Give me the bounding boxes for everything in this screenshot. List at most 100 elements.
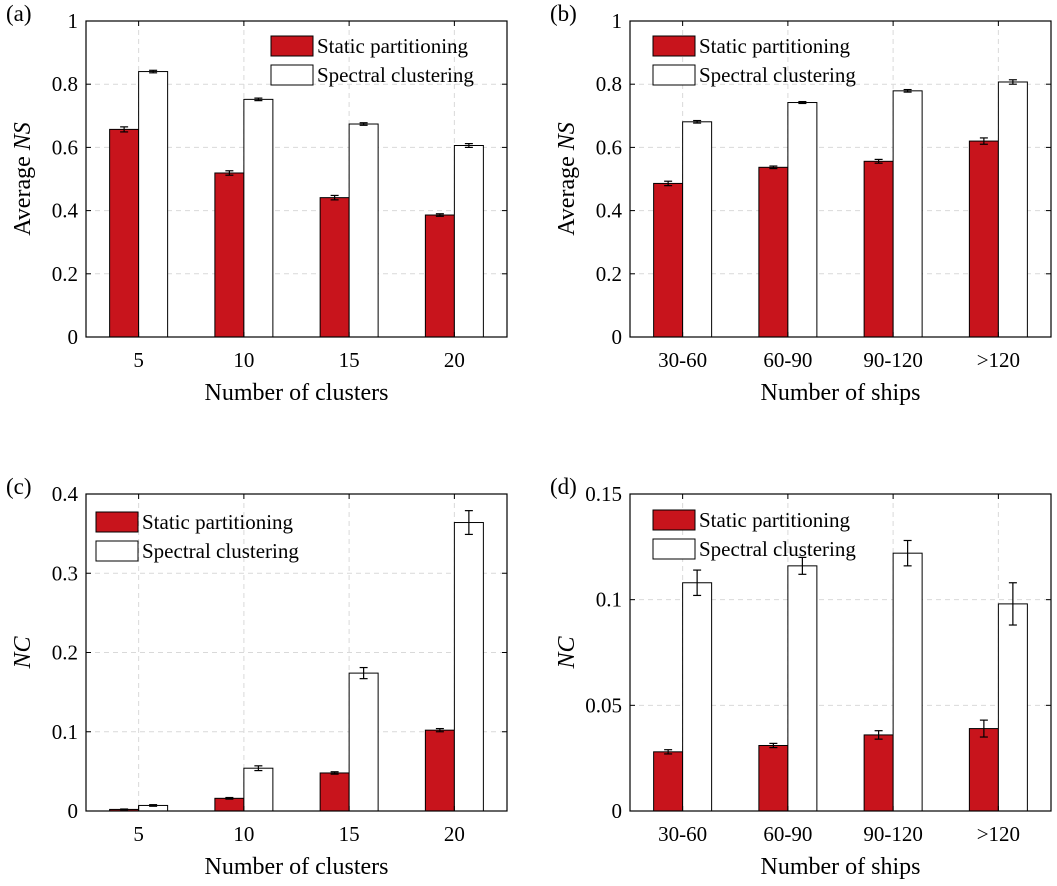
error-bar xyxy=(464,143,473,148)
y-tick-label: 0.4 xyxy=(596,199,623,223)
bar xyxy=(997,603,1028,812)
y-tick-label: 0 xyxy=(68,325,79,349)
y-tick-label: 0.8 xyxy=(52,72,78,96)
axes-frame xyxy=(629,493,1052,812)
bar xyxy=(682,582,713,812)
series-spectral xyxy=(682,539,1028,812)
y-tick-label: 0.1 xyxy=(52,720,78,744)
y-tick-label: 0.4 xyxy=(52,199,79,223)
y-axis: 0 0.2 0.4 0.6 0.8 1 xyxy=(596,9,1051,349)
x-tick-label: 90-120 xyxy=(863,348,923,372)
bar xyxy=(109,128,140,338)
legend-swatch xyxy=(95,511,139,533)
bar xyxy=(968,140,999,338)
y-axis-label: NC xyxy=(554,636,580,670)
panel-label: (c) xyxy=(6,474,32,499)
error-bar xyxy=(225,796,234,800)
x-axis: 5 10 15 20 xyxy=(133,21,465,372)
error-bar xyxy=(254,97,263,102)
error-bar xyxy=(664,749,673,755)
y-axis: 0 0.1 0.2 0.3 0.4 xyxy=(52,482,507,823)
bar xyxy=(653,751,684,812)
bar xyxy=(214,172,245,338)
legend-swatch xyxy=(270,35,314,57)
legend-label: Static partitioning xyxy=(699,34,851,58)
x-tick-label: >120 xyxy=(977,822,1020,846)
x-tick-label: 60-90 xyxy=(763,348,812,372)
y-tick-label: 0.05 xyxy=(585,693,622,717)
error-bar xyxy=(120,126,129,133)
bar xyxy=(243,767,274,812)
axes-frame xyxy=(629,20,1052,338)
x-axis: 30-60 60-90 90-120 >120 xyxy=(658,21,1020,372)
error-bar xyxy=(798,100,807,105)
series-static xyxy=(653,137,999,338)
y-tick-label: 1 xyxy=(612,9,623,33)
x-axis-label: Number of ships xyxy=(761,854,921,880)
x-tick-label: 15 xyxy=(339,348,360,372)
bar xyxy=(997,81,1028,338)
x-tick-label: >120 xyxy=(977,348,1020,372)
bar xyxy=(863,734,894,812)
error-bar xyxy=(359,122,368,126)
error-bar xyxy=(254,765,263,772)
legend-label: Spectral clustering xyxy=(142,539,299,563)
chart-panel-b: 0 0.2 0.4 0.6 0.8 1 30-60 60-90 90-120 >120 Number… xyxy=(550,1,1052,406)
bar xyxy=(787,102,818,338)
series-spectral xyxy=(682,79,1028,338)
x-tick-label: 30-60 xyxy=(658,348,707,372)
legend-label: Static partitioning xyxy=(142,510,294,534)
legend-label: Static partitioning xyxy=(699,508,851,532)
bar xyxy=(758,166,789,338)
bar xyxy=(243,98,274,338)
y-tick-label: 0.1 xyxy=(596,588,622,612)
legend-label: Spectral clustering xyxy=(317,63,474,87)
y-tick-label: 0.2 xyxy=(596,262,622,286)
panel-label: (a) xyxy=(6,1,32,26)
error-bar xyxy=(225,170,234,176)
bar xyxy=(892,90,923,338)
error-bar xyxy=(874,730,883,740)
y-axis-label: Average NS xyxy=(10,122,36,236)
bar xyxy=(653,182,684,338)
x-tick-label: 10 xyxy=(233,822,254,846)
x-axis-label: Number of clusters xyxy=(205,380,389,406)
y-tick-label: 0 xyxy=(612,799,623,823)
x-tick-label: 30-60 xyxy=(658,822,707,846)
y-axis: 0 0.2 0.4 0.6 0.8 1 xyxy=(52,9,507,349)
chart-panel-c: 0 0.1 0.2 0.3 0.4 5 10 15 20 Number of clusters NC… xyxy=(6,474,508,880)
bar xyxy=(787,565,818,812)
error-bar xyxy=(769,742,778,749)
bar xyxy=(892,552,923,812)
x-axis: 30-60 60-90 90-120 >120 xyxy=(658,494,1020,846)
x-tick-label: 5 xyxy=(133,348,144,372)
bar xyxy=(424,729,455,812)
bar xyxy=(348,123,379,338)
legend: Static partitioning Spectral clustering xyxy=(652,34,856,87)
error-bar xyxy=(149,804,158,807)
error-bar xyxy=(903,539,912,567)
y-tick-label: 0.2 xyxy=(52,641,78,665)
error-bar xyxy=(693,119,702,124)
series-spectral xyxy=(138,510,484,812)
legend-swatch xyxy=(652,64,696,86)
x-axis: 5 10 15 20 xyxy=(133,494,465,846)
y-axis-label: Average NS xyxy=(554,122,580,236)
y-tick-label: 1 xyxy=(68,9,79,33)
bar xyxy=(968,728,999,812)
bar xyxy=(319,772,350,812)
y-axis-label: NC xyxy=(10,636,36,670)
legend-swatch xyxy=(270,64,314,86)
x-tick-label: 20 xyxy=(444,348,465,372)
chart-panel-d: 0 0.05 0.1 0.15 30-60 60-90 90-120 >120 Number o… xyxy=(550,474,1052,880)
error-bar xyxy=(120,808,129,811)
axes-frame xyxy=(85,20,508,338)
y-tick-label: 0.3 xyxy=(52,561,78,585)
x-tick-label: 90-120 xyxy=(863,822,923,846)
error-bar xyxy=(435,727,444,733)
bar xyxy=(214,797,245,812)
bar xyxy=(863,160,894,338)
bar xyxy=(424,214,455,338)
bar xyxy=(348,672,379,812)
